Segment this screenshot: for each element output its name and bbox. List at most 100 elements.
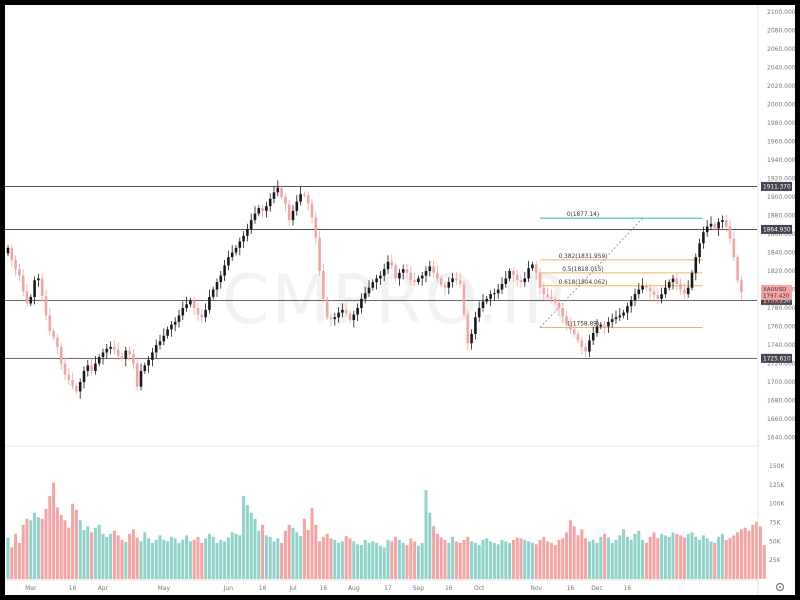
- candle[interactable]: [542, 282, 546, 300]
- candle[interactable]: [242, 231, 245, 248]
- volume-bar[interactable]: [329, 538, 333, 579]
- candle[interactable]: [713, 221, 717, 232]
- candle[interactable]: [189, 297, 192, 308]
- volume-bar[interactable]: [101, 533, 105, 579]
- volume-bar[interactable]: [299, 536, 303, 579]
- volume-bar[interactable]: [367, 542, 371, 579]
- volume-bar[interactable]: [181, 539, 185, 579]
- volume-bar[interactable]: [701, 535, 705, 579]
- volume-bar[interactable]: [679, 535, 683, 579]
- volume-bar[interactable]: [21, 524, 25, 579]
- candle[interactable]: [694, 253, 698, 281]
- candle[interactable]: [310, 198, 314, 224]
- candle[interactable]: [18, 263, 21, 282]
- volume-bar[interactable]: [337, 542, 341, 579]
- candle[interactable]: [162, 328, 166, 346]
- candle[interactable]: [348, 310, 352, 323]
- candle[interactable]: [656, 289, 660, 305]
- volume-bar[interactable]: [14, 533, 18, 579]
- volume-bar[interactable]: [154, 539, 158, 579]
- candle[interactable]: [398, 269, 401, 286]
- volume-bar[interactable]: [432, 526, 436, 579]
- candle[interactable]: [356, 303, 359, 321]
- candle[interactable]: [679, 278, 682, 296]
- volume-bar[interactable]: [610, 542, 614, 579]
- candle[interactable]: [447, 277, 451, 295]
- candle[interactable]: [626, 302, 629, 321]
- volume-bar[interactable]: [462, 539, 466, 579]
- candle[interactable]: [736, 254, 739, 284]
- candle[interactable]: [451, 272, 454, 288]
- volume-bar[interactable]: [276, 538, 280, 579]
- volume-bar[interactable]: [109, 533, 113, 579]
- volume-bar[interactable]: [637, 530, 641, 579]
- volume-bar[interactable]: [633, 533, 637, 579]
- volume-bar[interactable]: [139, 541, 143, 579]
- candle[interactable]: [215, 278, 219, 297]
- volume-bar[interactable]: [242, 496, 246, 579]
- candle[interactable]: [717, 218, 720, 236]
- candle[interactable]: [360, 293, 363, 314]
- volume-bar[interactable]: [363, 539, 367, 579]
- volume-bar[interactable]: [451, 536, 455, 579]
- volume-bar[interactable]: [629, 539, 633, 579]
- volume-bar[interactable]: [215, 542, 219, 579]
- candle[interactable]: [63, 358, 67, 381]
- candle[interactable]: [280, 184, 283, 200]
- candle[interactable]: [97, 354, 101, 367]
- volume-bar[interactable]: [682, 537, 686, 579]
- candle[interactable]: [641, 278, 644, 294]
- candle[interactable]: [177, 309, 181, 328]
- volume-bar[interactable]: [755, 521, 759, 579]
- candle[interactable]: [71, 372, 74, 390]
- candle[interactable]: [519, 274, 523, 288]
- candle[interactable]: [299, 186, 302, 206]
- candle[interactable]: [413, 272, 416, 286]
- candle[interactable]: [208, 289, 211, 314]
- volume-bar[interactable]: [302, 518, 306, 579]
- candle[interactable]: [139, 363, 143, 391]
- chart-canvas[interactable]: CMPRO.IR 0(1877.14)0.382(1831.959)0.5(18…: [5, 5, 795, 595]
- fibonacci-retracement[interactable]: 0(1877.14) 0.382(1831.959) 0.5(1818.015) 0.…: [539, 212, 703, 329]
- volume-bar[interactable]: [150, 542, 154, 579]
- volume-bar[interactable]: [325, 533, 329, 579]
- volume-bar[interactable]: [618, 535, 622, 579]
- volume-bar[interactable]: [447, 542, 451, 579]
- volume-bar[interactable]: [55, 507, 59, 579]
- volume-bar[interactable]: [561, 538, 565, 579]
- volume-bar[interactable]: [648, 536, 652, 579]
- volume-bar[interactable]: [458, 542, 462, 579]
- candle[interactable]: [40, 272, 44, 302]
- volume-bar[interactable]: [74, 509, 78, 579]
- candle[interactable]: [645, 283, 648, 291]
- fib-level[interactable]: 0.5(1818.015): [540, 267, 703, 274]
- volume-bar[interactable]: [283, 530, 287, 579]
- candle[interactable]: [664, 280, 667, 298]
- volume-bar[interactable]: [147, 538, 151, 579]
- volume-bar[interactable]: [234, 533, 238, 579]
- volume-bar[interactable]: [724, 539, 728, 579]
- candle[interactable]: [196, 303, 200, 321]
- volume-bar[interactable]: [192, 539, 196, 579]
- candle[interactable]: [724, 214, 728, 233]
- candle[interactable]: [531, 261, 534, 271]
- volume-bar[interactable]: [82, 530, 86, 579]
- volume-bar[interactable]: [728, 538, 732, 579]
- volume-bar[interactable]: [572, 526, 576, 579]
- candle[interactable]: [21, 269, 25, 296]
- volume-bar[interactable]: [511, 539, 515, 579]
- candle[interactable]: [78, 378, 82, 399]
- candle[interactable]: [698, 238, 701, 264]
- volume-bar[interactable]: [477, 545, 481, 579]
- volume-bar[interactable]: [504, 541, 508, 579]
- volume-bar[interactable]: [261, 524, 265, 579]
- volume-bar[interactable]: [40, 518, 44, 579]
- candle[interactable]: [325, 295, 329, 321]
- candle[interactable]: [481, 294, 485, 312]
- volume-bar[interactable]: [97, 524, 101, 579]
- volume-bar[interactable]: [211, 536, 215, 579]
- candle[interactable]: [276, 180, 280, 197]
- volume-bar[interactable]: [230, 532, 234, 579]
- volume-bar[interactable]: [131, 529, 135, 579]
- candle[interactable]: [705, 220, 709, 237]
